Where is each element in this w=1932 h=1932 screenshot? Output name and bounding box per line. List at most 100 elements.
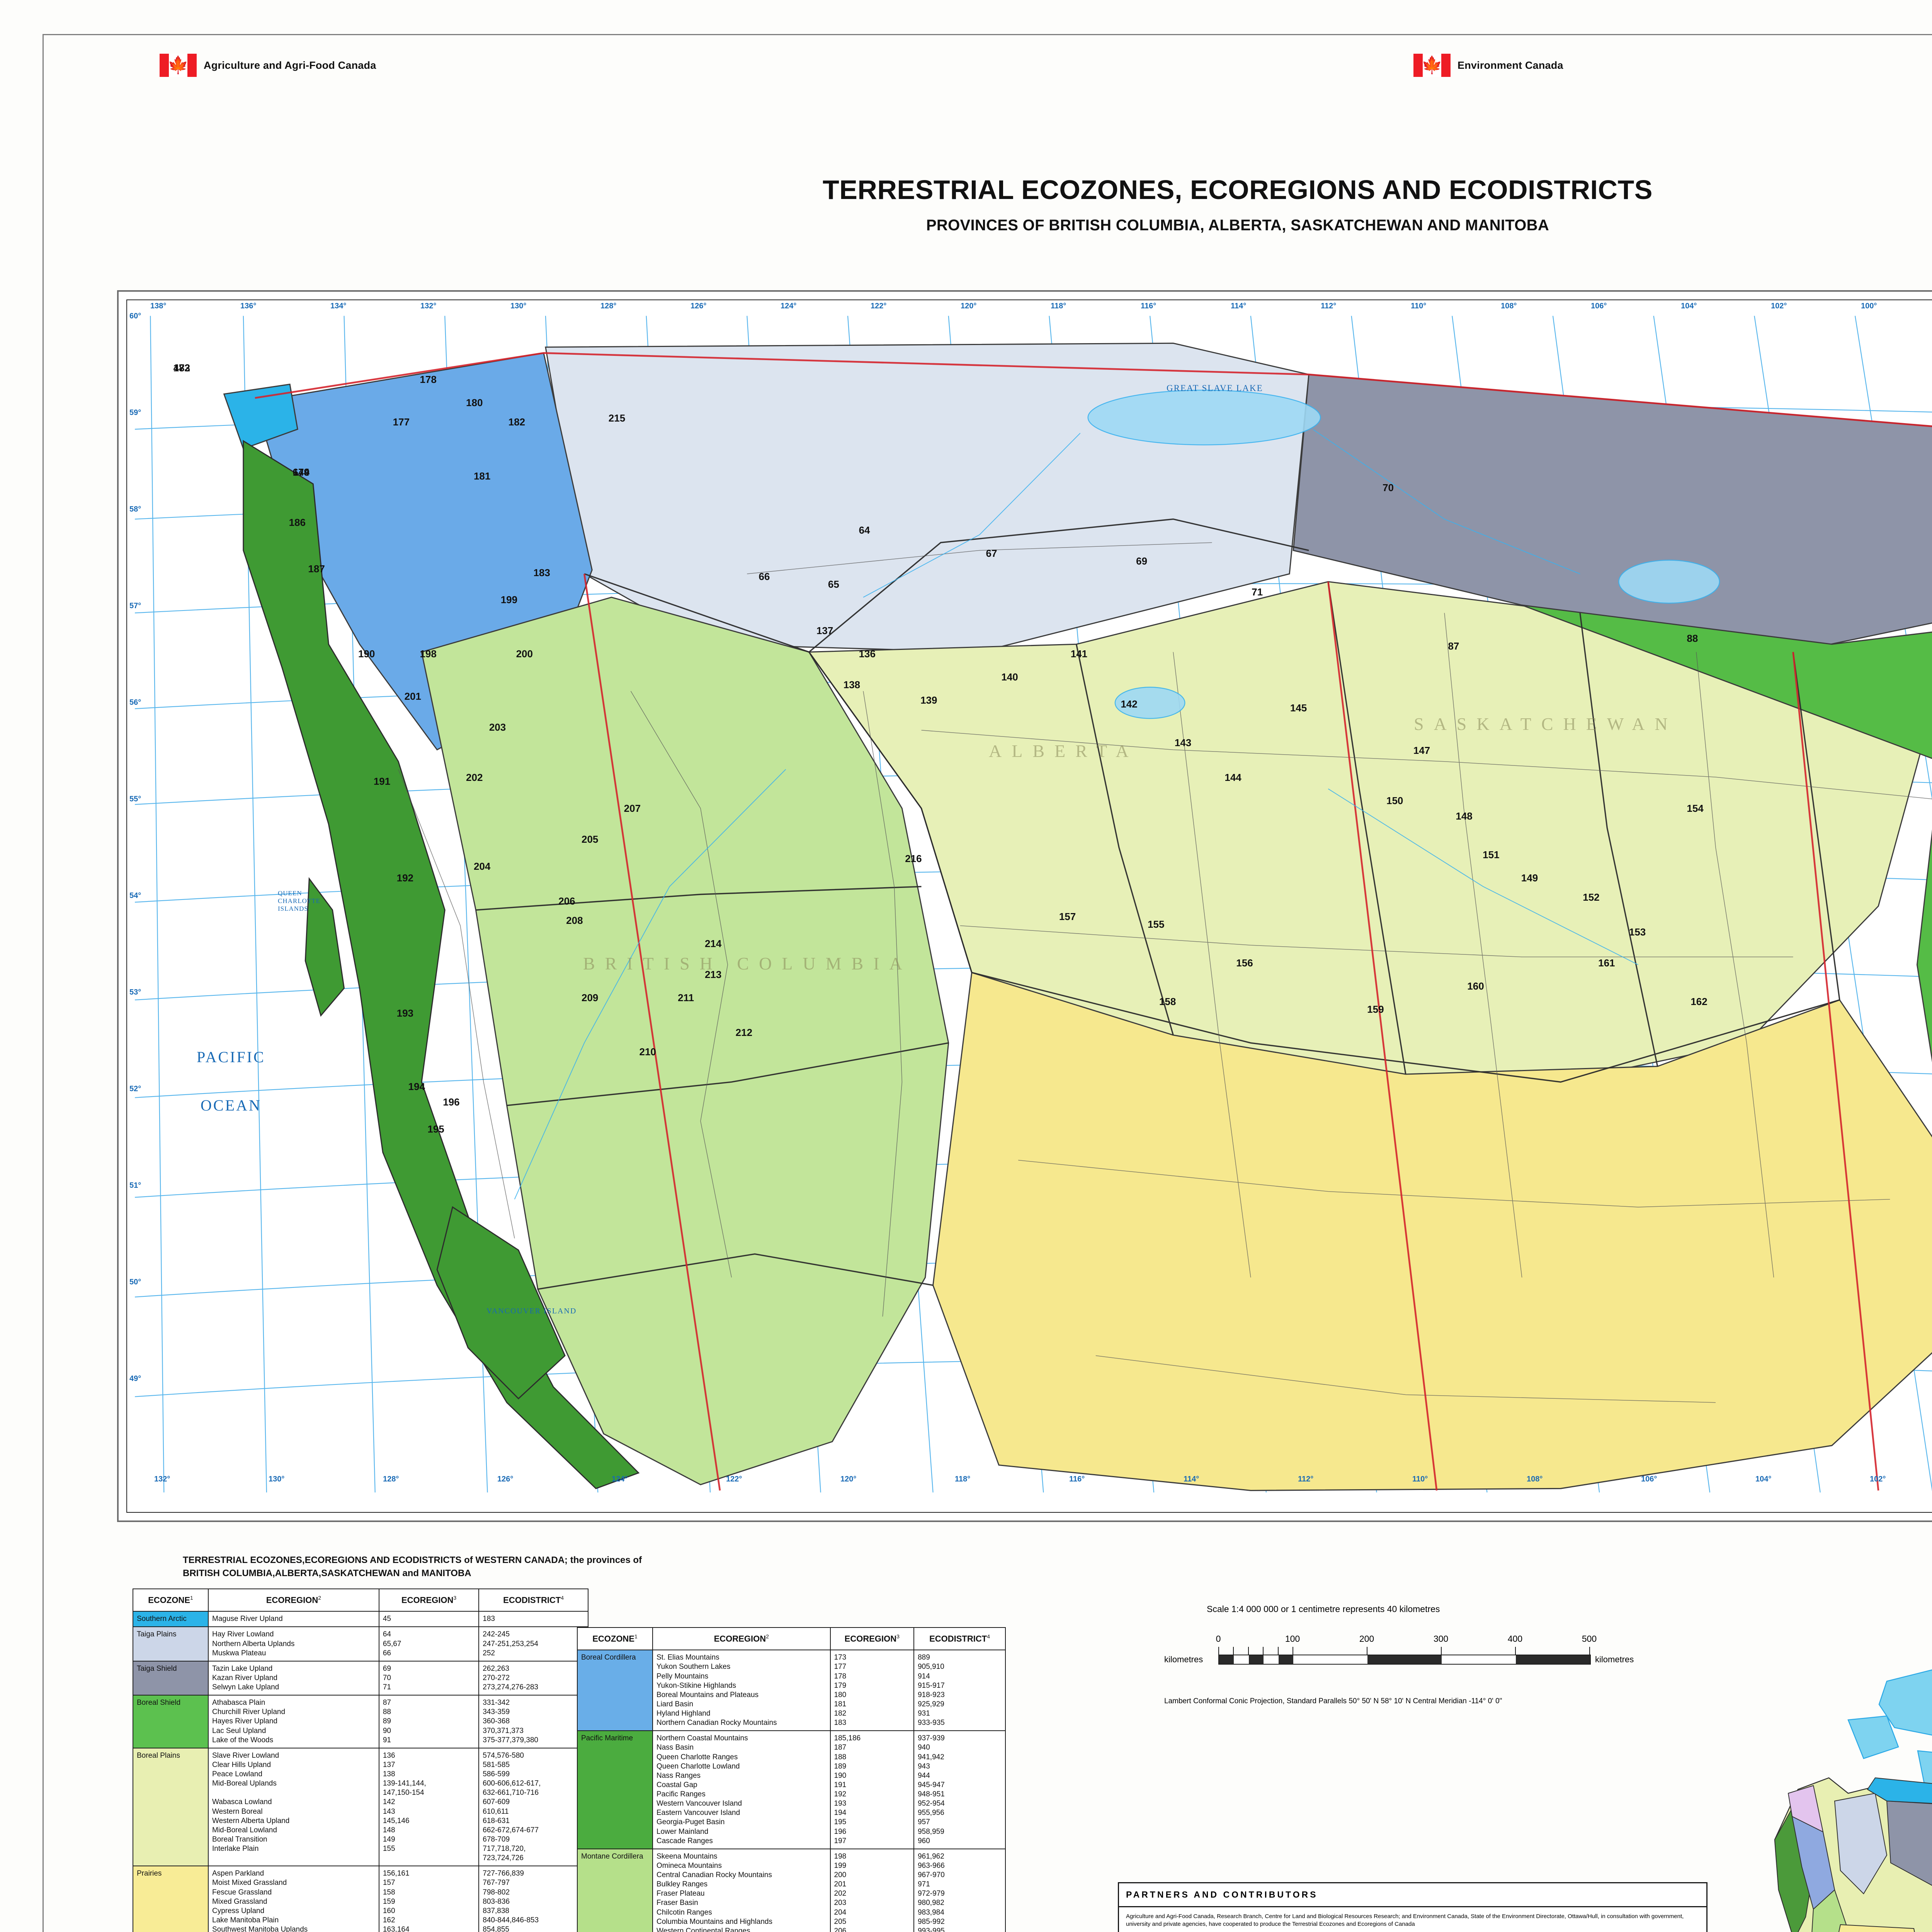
longitude-label-bottom: 102°	[1870, 1475, 1886, 1483]
longitude-label: 124°	[781, 302, 797, 310]
ocean-label-pacific: PACIFIC	[197, 1048, 265, 1066]
legend-ecoregion-names-cell: St. Elias Mountains Yukon Southern Lakes…	[652, 1650, 831, 1731]
longitude-label: 122°	[871, 302, 887, 310]
legend-row: Boreal Shield Athabasca Plain Churchill R…	[133, 1695, 588, 1748]
legend-ecozone-cell: Pacific Maritime	[577, 1730, 653, 1849]
longitude-label-bottom: 110°	[1412, 1475, 1428, 1483]
projection-note: Lambert Conformal Conic Projection, Stan…	[1164, 1697, 1502, 1705]
canada-inset-map	[1774, 1669, 1932, 1932]
legend-row: Taiga Shield Tazin Lake Upland Kazan Rive…	[133, 1660, 588, 1696]
agency-badge-environment: 🍁 Environment Canada	[1413, 54, 1563, 77]
latitude-label-left: 59°	[129, 408, 141, 417]
scale-tick-500: 500	[1582, 1634, 1597, 1644]
legend-ecoregion-numbers-cell: 64 65,67 66	[378, 1626, 480, 1662]
latitude-label-left: 53°	[129, 988, 141, 997]
legend-ecodistrict-cell: 242-245 247-251,253,254 252	[478, 1626, 588, 1662]
latitude-label-left: 58°	[129, 505, 141, 514]
geo-label-vancouver-island: VANCOUVER ISLAND	[486, 1307, 577, 1315]
legend-ecozone-cell: Taiga Plains	[133, 1626, 209, 1662]
longitude-label: 136°	[240, 302, 257, 310]
legend-ecoregion-names-cell: Maguse River Upland	[208, 1611, 379, 1628]
agency-badge-agriculture: 🍁 Agriculture and Agri-Food Canada	[160, 54, 376, 77]
legend-row: Taiga Plains Hay River Lowland Northern A…	[133, 1626, 588, 1662]
legend-row: Montane Cordillera Skeena Mountains Omine…	[577, 1848, 1006, 1932]
legend-ecoregion-names-cell: Hay River Lowland Northern Alberta Uplan…	[208, 1626, 379, 1662]
scale-tick-100: 100	[1285, 1634, 1300, 1644]
legend-ecozone-cell: Boreal Cordillera	[577, 1650, 653, 1731]
legend-ecodistrict-cell: 727-766,839 767-797 798-802 803-836 837,…	[478, 1866, 588, 1932]
longitude-label: 110°	[1411, 302, 1427, 310]
scale-tick-300: 300	[1433, 1634, 1449, 1644]
longitude-label: 112°	[1321, 302, 1337, 310]
ocean-label-ocean: OCEAN	[201, 1097, 262, 1114]
longitude-label-bottom: 122°	[726, 1475, 742, 1483]
longitude-label-bottom: 118°	[955, 1475, 971, 1483]
legend-ecozone-cell: Boreal Shield	[133, 1695, 209, 1748]
longitude-label: 114°	[1231, 302, 1247, 310]
legend-ecoregion-names-cell: Tazin Lake Upland Kazan River Upland Sel…	[208, 1660, 379, 1696]
province-label-alberta: ALBERTA	[989, 741, 1139, 761]
latitude-label-left: 50°	[129, 1278, 141, 1286]
legend-col-header: ECOREGION2	[208, 1588, 379, 1612]
legend-ecodistrict-cell: 262,263 270-272 273,274,276-283	[478, 1660, 588, 1696]
legend-ecoregion-numbers-cell: 198 199 200 201 202 203 204 205 206 207 …	[830, 1848, 915, 1932]
longitude-label: 118°	[1051, 302, 1066, 310]
legend-col-header: ECODISTRICT4	[913, 1627, 1006, 1651]
scale-unit-left: kilometres	[1164, 1655, 1203, 1664]
legend-col-header: ECODISTRICT4	[478, 1588, 588, 1612]
latitude-label-left: 54°	[129, 891, 141, 900]
longitude-label-bottom: 112°	[1298, 1475, 1314, 1483]
agency-name-agriculture: Agriculture and Agri-Food Canada	[204, 59, 376, 71]
poster-frame: 🍁 Agriculture and Agri-Food Canada 🍁 Env…	[43, 34, 1932, 1932]
legend-row: Boreal Plains Slave River Lowland Clear H…	[133, 1747, 588, 1867]
longitude-label-bottom: 132°	[154, 1475, 170, 1483]
legend-ecoregion-numbers-cell: 69 70 71	[378, 1660, 480, 1696]
legend-ecoregion-numbers-cell: 173 177 178 179 180 181 182 183	[830, 1650, 915, 1731]
canada-inset: TERRESTRIAL ECOZONES OF CANADA Arctic Co…	[1752, 1600, 1932, 1932]
legend-table-left: ECOZONE1 ECOREGION2 ECOREGION3 ECODISTRICT4…	[133, 1588, 588, 1932]
canada-flag-icon: 🍁	[1413, 54, 1451, 77]
longitude-label-bottom: 104°	[1755, 1475, 1772, 1483]
longitude-label: 104°	[1681, 302, 1697, 310]
legend-heading-line1: TERRESTRIAL ECOZONES,ECOREGIONS AND ECOD…	[183, 1555, 642, 1565]
page-title: TERRESTRIAL ECOZONES, ECOREGIONS AND ECO…	[822, 175, 1653, 205]
latitude-label-left: 52°	[129, 1085, 141, 1093]
latitude-label-left: 51°	[129, 1181, 141, 1190]
map-canvas[interactable]: 138° 136° 134° 132° 130° 128° 126° 124° 122° 120°…	[126, 299, 1932, 1513]
longitude-label-bottom: 130°	[269, 1475, 285, 1483]
legend-ecoregion-names-cell: Northern Coastal Mountains Nass Basin Qu…	[652, 1730, 831, 1849]
longitude-label: 116°	[1141, 302, 1156, 310]
longitude-label-bottom: 124°	[612, 1475, 628, 1483]
legend-ecozone-cell: Prairies	[133, 1866, 209, 1932]
scale-tick-400: 400	[1507, 1634, 1523, 1644]
longitude-label: 138°	[150, 302, 167, 310]
partners-box: PARTNERS AND CONTRIBUTORS Agriculture an…	[1118, 1882, 1708, 1932]
legend-ecoregion-names-cell: Athabasca Plain Churchill River Upland H…	[208, 1695, 379, 1748]
latitude-label-left: 60°	[129, 312, 141, 320]
scale-block: Scale 1:4 000 000 or 1 centimetre repres…	[1164, 1604, 1725, 1706]
longitude-label: 126°	[690, 302, 707, 310]
legend-col-header: ECOREGION3	[378, 1588, 480, 1612]
legend-row: Boreal Cordillera St. Elias Mountains Yuk…	[577, 1650, 1006, 1731]
geo-label-great-slave-lake: GREAT SLAVE LAKE	[1167, 383, 1263, 393]
partners-paragraph-1: Agriculture and Agri-Food Canada, Resear…	[1126, 1913, 1684, 1927]
legend-heading-line2: BRITISH COLUMBIA,ALBERTA,SASKATCHEWAN an…	[183, 1568, 471, 1579]
latitude-label-left: 57°	[129, 602, 141, 610]
scale-tick-0: 0	[1216, 1634, 1221, 1644]
scale-unit-right: kilometres	[1595, 1655, 1634, 1664]
legend-ecoregion-names-cell: Slave River Lowland Clear Hills Upland P…	[208, 1747, 379, 1867]
legend-row: Prairies Aspen Parkland Moist Mixed Grass…	[133, 1866, 588, 1932]
ecozone-map-graphic	[127, 300, 1932, 1512]
legend-ecodistrict-cell: 331-342 343-359 360-368 370,371,373 375-…	[478, 1695, 588, 1748]
longitude-label: 100°	[1861, 302, 1877, 310]
legend-row: Pacific Maritime Northern Coastal Mountai…	[577, 1730, 1006, 1849]
latitude-label-left: 49°	[129, 1374, 141, 1383]
legend-ecodistrict-cell: 183	[478, 1611, 588, 1628]
map-panel[interactable]: 138° 136° 134° 132° 130° 128° 126° 124° 122° 120°…	[117, 290, 1932, 1522]
longitude-label: 128°	[600, 302, 617, 310]
longitude-label: 108°	[1501, 302, 1517, 310]
longitude-label-bottom: 128°	[383, 1475, 399, 1483]
longitude-label: 120°	[961, 302, 977, 310]
longitude-label: 134°	[330, 302, 347, 310]
